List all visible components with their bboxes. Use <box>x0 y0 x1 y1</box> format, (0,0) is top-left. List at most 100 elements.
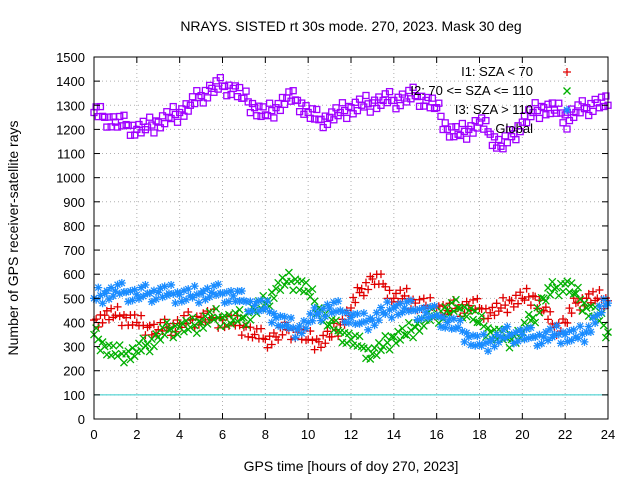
cross-marker-path <box>182 316 191 325</box>
star-marker-path <box>458 327 467 336</box>
square-marker-path <box>336 108 344 117</box>
plus-marker-path <box>490 311 499 320</box>
plus-marker-path <box>349 293 358 302</box>
cross-marker-path <box>368 349 377 358</box>
cross-marker-path <box>392 339 400 348</box>
star-marker-path <box>374 316 383 325</box>
star-marker-path <box>518 330 527 339</box>
data-point <box>488 303 497 312</box>
data-point <box>150 342 158 351</box>
data-point <box>192 290 201 299</box>
data-point <box>447 298 456 307</box>
star-marker-path <box>347 313 355 322</box>
cross-marker-path <box>484 324 493 332</box>
star-marker-path <box>387 313 396 322</box>
data-point <box>430 301 439 310</box>
data-point <box>439 125 447 134</box>
data-point <box>188 293 197 302</box>
cross-marker-path <box>387 332 396 341</box>
data-point <box>284 324 293 333</box>
square-marker-path <box>270 114 278 122</box>
data-point <box>507 330 516 339</box>
square-marker-path <box>531 99 539 107</box>
star-marker-path <box>430 301 439 310</box>
data-point <box>402 284 411 293</box>
data-point <box>300 110 308 118</box>
data-point <box>589 313 598 322</box>
square-marker-path <box>589 107 597 116</box>
plus-marker-path <box>100 311 109 320</box>
star-marker-path <box>111 287 120 296</box>
square-marker-path <box>223 92 231 100</box>
plus-marker-path <box>511 291 520 300</box>
data-point <box>533 341 542 350</box>
star-marker-path <box>314 308 323 317</box>
star-marker-path <box>473 332 482 341</box>
star-marker-path <box>149 286 158 295</box>
star-marker-path <box>511 328 520 337</box>
cross-marker-path <box>167 325 176 334</box>
square-marker-path <box>433 104 441 112</box>
plus-marker-path <box>257 324 266 333</box>
data-point <box>101 113 109 121</box>
data-point <box>242 297 251 306</box>
square-marker-path <box>124 121 132 130</box>
star-marker-path <box>338 307 347 316</box>
data-point <box>372 308 381 317</box>
data-point <box>297 329 306 338</box>
star-marker-path <box>218 289 227 298</box>
square-marker-path <box>304 108 312 117</box>
data-point <box>310 345 319 354</box>
cross-marker-path <box>377 346 385 355</box>
legend-marker <box>563 87 571 95</box>
square-marker-path <box>330 116 338 124</box>
data-point <box>280 100 289 109</box>
data-point <box>105 113 113 121</box>
data-point <box>471 307 480 315</box>
square-marker-path <box>462 135 471 143</box>
data-point <box>481 304 490 313</box>
plus-marker-path <box>361 278 370 287</box>
square-marker-path <box>415 102 424 110</box>
star-marker-path <box>522 324 531 333</box>
data-point <box>473 294 482 303</box>
square-marker-path <box>388 96 396 105</box>
star-marker-path <box>424 313 433 322</box>
data-point <box>216 73 225 82</box>
data-point <box>306 327 315 336</box>
data-point <box>486 337 495 346</box>
star-marker-path <box>396 299 405 308</box>
data-point <box>287 314 296 323</box>
star-marker-path <box>235 297 244 306</box>
cross-marker-path <box>203 320 212 328</box>
star-marker-path <box>447 324 456 333</box>
square-marker-path <box>321 112 329 120</box>
data-point <box>270 114 278 122</box>
data-point <box>344 318 353 327</box>
data-point <box>574 101 582 109</box>
cross-marker-path <box>486 328 495 337</box>
square-marker-path <box>173 118 182 126</box>
x-tick-label: 10 <box>301 427 315 442</box>
plus-marker-path <box>323 327 332 336</box>
data-point <box>362 91 370 100</box>
data-point <box>152 117 160 125</box>
data-point <box>328 108 336 116</box>
y-tick-label: 600 <box>63 267 85 282</box>
data-point <box>186 323 195 332</box>
square-marker-path <box>152 117 160 125</box>
star-marker-path <box>469 331 478 340</box>
data-point <box>424 313 433 322</box>
data-point <box>197 318 206 327</box>
data-point <box>132 290 141 299</box>
legend-marker <box>563 125 571 133</box>
data-point <box>137 283 146 292</box>
data-point <box>231 297 240 306</box>
data-point <box>374 316 383 325</box>
data-point <box>109 291 118 300</box>
star-marker-path <box>147 297 156 306</box>
data-point <box>419 321 428 330</box>
data-point <box>361 317 370 326</box>
data-point <box>571 289 580 298</box>
plus-marker-path <box>351 298 360 307</box>
